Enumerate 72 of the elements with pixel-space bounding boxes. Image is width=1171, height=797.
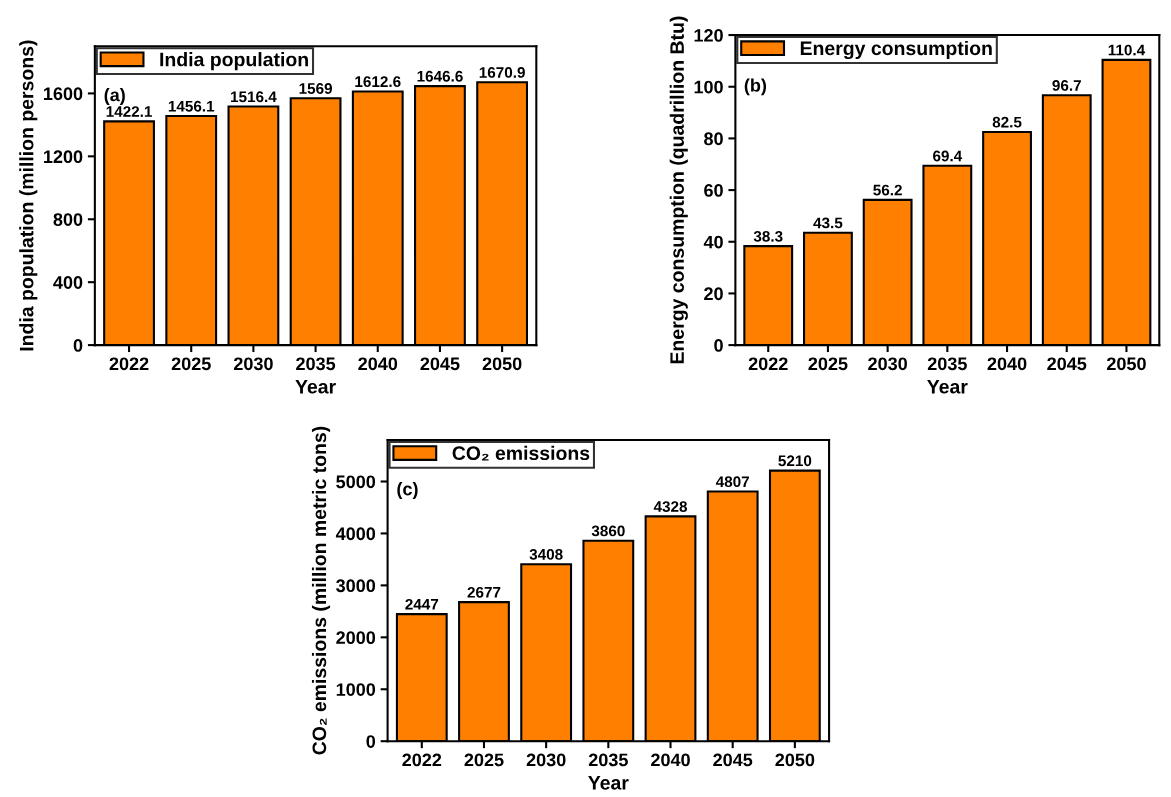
data-label: 1516.4	[231, 91, 277, 103]
y-tick-label: 0	[366, 735, 376, 748]
data-label: 1569	[299, 83, 333, 94]
y-tick-label: 2000	[336, 631, 376, 645]
y-tick-label: 100	[694, 80, 723, 94]
x-tick-label: 2030	[868, 357, 907, 371]
x-tick-label: 2022	[748, 357, 788, 371]
x-tick-label: 2025	[808, 357, 848, 371]
legend-label: Energy consumption	[800, 40, 992, 60]
x-axis-title: Year	[295, 380, 336, 394]
y-tick-label: 1600	[44, 87, 83, 101]
y-axis-title: India population (million persons)	[19, 40, 38, 351]
x-tick-label: 2030	[526, 753, 566, 767]
data-label: 4328	[653, 501, 688, 513]
y-tick-label: 1000	[336, 683, 376, 696]
x-tick-label: 2040	[651, 753, 690, 767]
x-tick-label: 2050	[775, 753, 815, 767]
data-label: 1646.6	[417, 70, 463, 82]
x-tick-label: 2035	[588, 753, 628, 767]
x-tick-label: 2025	[171, 357, 211, 371]
x-axis-title: Year	[588, 776, 629, 790]
data-label: 3860	[591, 525, 625, 537]
x-tick-label: 2035	[296, 357, 336, 371]
x-tick-label: 2050	[482, 357, 522, 371]
y-axis-title: Energy consumption (quadrillion Btu)	[669, 16, 688, 364]
y-axis-title: CO₂ emissions (million metric tons)	[311, 426, 331, 755]
y-tick-label: 1200	[44, 150, 83, 164]
y-tick-label: 40	[703, 235, 723, 249]
x-tick-label: 2040	[987, 357, 1027, 371]
y-tick-label: 5000	[336, 475, 376, 489]
x-tick-label: 2045	[1047, 357, 1087, 371]
x-tick-label: 2050	[1107, 357, 1146, 371]
x-tick-label: 2030	[233, 357, 273, 371]
data-label: 96.7	[1052, 80, 1081, 91]
data-label: 5210	[778, 455, 812, 467]
data-label: 3408	[529, 548, 563, 560]
data-label: 4807	[715, 476, 750, 488]
x-tick-label: 2040	[358, 357, 398, 371]
y-tick-label: 400	[53, 276, 83, 289]
data-label: 38.3	[753, 230, 783, 242]
x-tick-label: 2045	[713, 753, 753, 767]
data-label: 1670.9	[479, 67, 525, 78]
y-tick-label: 0	[73, 339, 83, 352]
data-label: 1612.6	[355, 76, 401, 88]
data-label: 2447	[405, 598, 439, 610]
data-label: 1456.1	[168, 100, 215, 112]
data-label: 1422.1	[106, 106, 152, 117]
data-label: 110.4	[1108, 44, 1146, 56]
y-tick-label: 80	[704, 132, 723, 146]
annotation: (c)	[397, 482, 418, 499]
legend-label: CO₂ emissions	[452, 445, 590, 461]
x-tick-label: 2022	[109, 357, 149, 371]
annotation: (a)	[104, 88, 125, 105]
annotation: (b)	[744, 78, 767, 96]
y-tick-label: 3000	[336, 579, 376, 593]
data-label: 2677	[467, 586, 501, 598]
x-tick-label: 2045	[420, 357, 460, 371]
y-tick-label: 800	[53, 213, 83, 226]
y-tick-label: 20	[704, 287, 723, 301]
y-tick-label: 60	[704, 184, 723, 197]
data-label: 43.5	[813, 217, 843, 229]
x-tick-label: 2035	[927, 357, 967, 371]
data-label: 82.5	[992, 116, 1022, 128]
data-label: 56.2	[873, 184, 902, 196]
x-axis-title: Year	[927, 380, 968, 394]
data-label: 69.4	[933, 150, 963, 162]
y-tick-label: 120	[694, 29, 723, 42]
y-tick-label: 4000	[335, 527, 376, 541]
y-tick-label: 0	[714, 339, 723, 352]
x-tick-label: 2025	[464, 753, 504, 767]
x-tick-label: 2022	[402, 753, 442, 767]
legend-label: India population	[160, 52, 308, 71]
